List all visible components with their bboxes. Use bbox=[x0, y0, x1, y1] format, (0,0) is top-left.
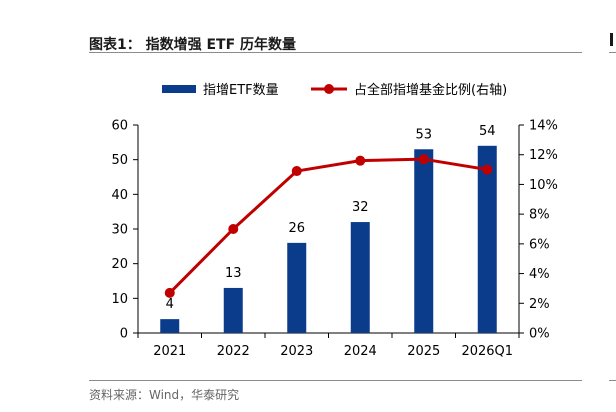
right-tick-label: 0% bbox=[529, 327, 550, 342]
x-tick-label: 2026Q1 bbox=[461, 344, 513, 359]
x-tick-label: 2023 bbox=[280, 344, 313, 359]
bar-data-label: 26 bbox=[288, 221, 305, 236]
x-tick-label: 2022 bbox=[217, 344, 250, 359]
right-tick-label: 14% bbox=[529, 119, 558, 134]
bar bbox=[477, 145, 497, 333]
legend-line-marker bbox=[324, 84, 334, 94]
bar-data-label: 4 bbox=[166, 297, 174, 312]
ratio-point bbox=[482, 164, 493, 175]
legend-bar-label: 指增ETF数量 bbox=[203, 83, 279, 98]
bar bbox=[160, 319, 180, 333]
left-tick-label: 60 bbox=[111, 119, 128, 134]
left-tick-label: 30 bbox=[111, 223, 128, 238]
ratio-line bbox=[168, 157, 488, 294]
legend-line-label: 占全部指增基金比例(右轴) bbox=[354, 82, 507, 98]
bar bbox=[223, 287, 243, 333]
right-tick-label: 6% bbox=[529, 237, 550, 252]
bar bbox=[414, 149, 434, 333]
ratio-point bbox=[228, 224, 239, 234]
legend-bar-swatch bbox=[162, 85, 196, 93]
left-tick-label: 10 bbox=[111, 292, 128, 307]
bar-data-label: 54 bbox=[479, 124, 496, 139]
ratio-point bbox=[164, 287, 175, 298]
source-note: 资料来源：Wind，华泰研究 bbox=[89, 388, 240, 402]
right-tick-label: 8% bbox=[529, 208, 550, 223]
bar-data-label: 53 bbox=[415, 127, 432, 142]
chart-title: 图表1： 指数增强 ETF 历年数量 bbox=[89, 37, 297, 53]
left-tick-label: 50 bbox=[111, 153, 128, 168]
next-panel-divider-top bbox=[609, 52, 616, 53]
ratio-point bbox=[291, 166, 302, 177]
right-tick-label: 12% bbox=[529, 148, 558, 163]
left-tick-label: 0 bbox=[120, 327, 128, 342]
ratio-point bbox=[355, 155, 366, 166]
bar bbox=[350, 222, 370, 333]
next-panel-divider-bottom bbox=[609, 380, 616, 381]
x-tick-label: 2024 bbox=[344, 344, 377, 359]
bar bbox=[287, 242, 307, 333]
next-panel-title-fragment bbox=[610, 33, 613, 46]
title-divider bbox=[89, 52, 582, 53]
bar-data-label: 13 bbox=[225, 266, 242, 281]
right-tick-label: 4% bbox=[529, 267, 550, 282]
bar-data-label: 32 bbox=[352, 200, 369, 215]
right-tick-label: 10% bbox=[529, 178, 558, 193]
ratio-point bbox=[418, 154, 429, 165]
left-tick-label: 40 bbox=[111, 188, 128, 203]
source-divider bbox=[89, 380, 582, 381]
right-tick-label: 2% bbox=[529, 297, 550, 312]
x-tick-label: 2025 bbox=[407, 344, 440, 359]
left-tick-label: 20 bbox=[111, 257, 128, 272]
x-tick-label: 2021 bbox=[153, 344, 186, 359]
